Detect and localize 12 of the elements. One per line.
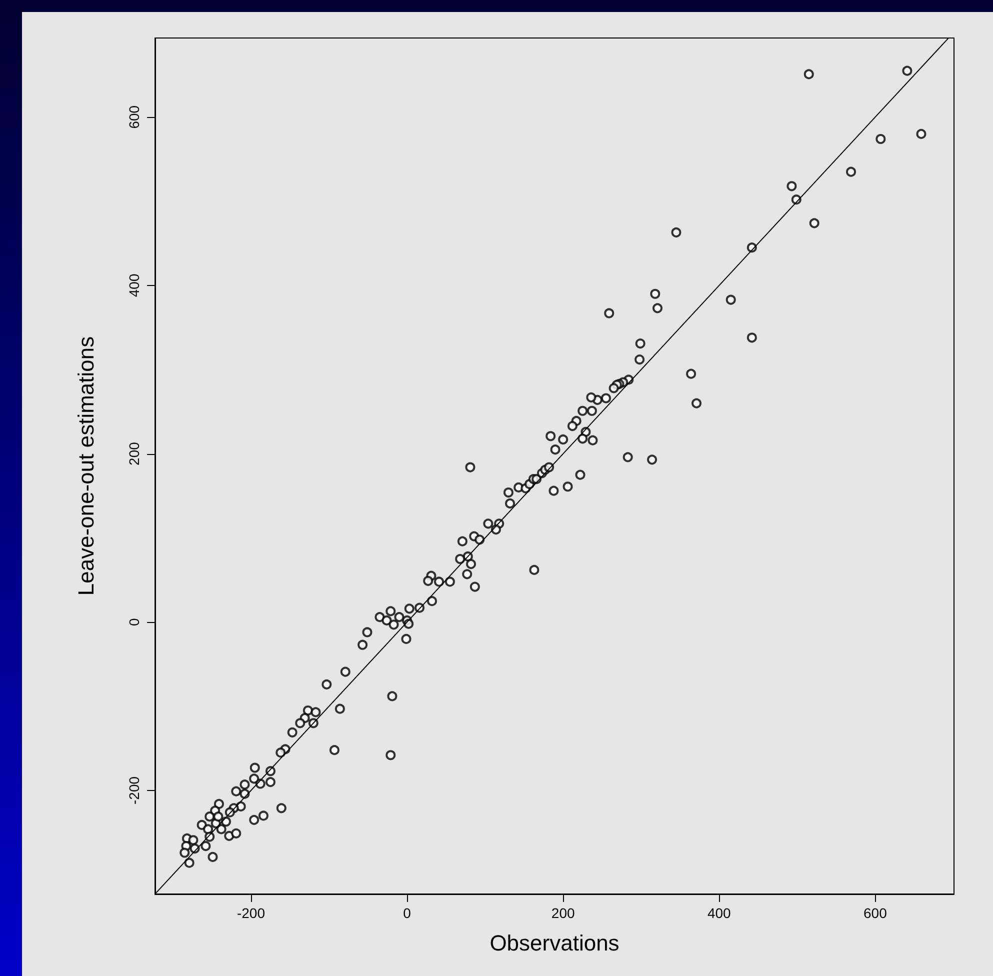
x-tick-label: 0 [403,905,412,921]
y-tick-label: -200 [126,776,142,804]
y-axis-title: Leave-one-out estimations [74,336,98,596]
y-tick-label: 200 [126,442,142,466]
x-tick-label: -200 [236,905,266,921]
y-tick-label: 400 [126,274,142,298]
y-tick-label: 600 [126,105,142,129]
x-tick-label: 200 [551,905,575,921]
x-tick-label: 400 [707,905,732,921]
x-axis-title: Observations [490,930,620,956]
x-tick-label: 600 [864,905,888,921]
y-tick-label: 0 [126,618,142,626]
